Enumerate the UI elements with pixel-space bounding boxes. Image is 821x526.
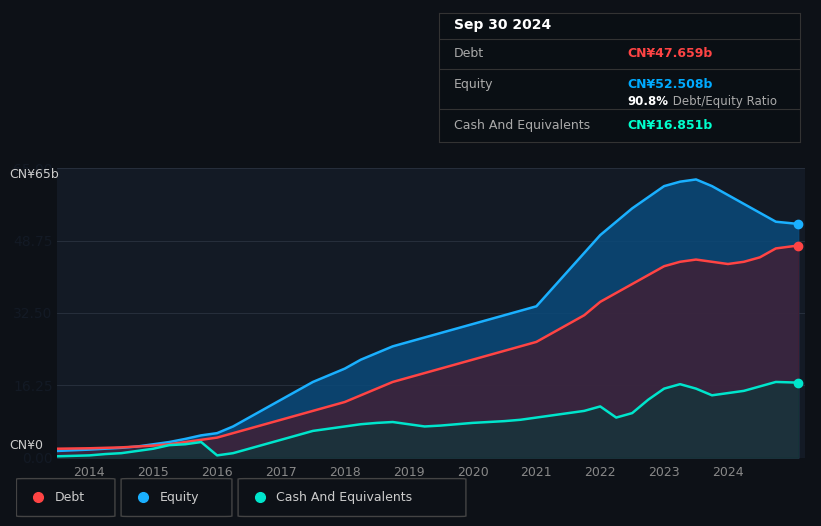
Text: Equity: Equity (454, 77, 493, 90)
Text: Debt/Equity Ratio: Debt/Equity Ratio (668, 95, 777, 108)
Text: CN¥65b: CN¥65b (9, 168, 58, 181)
Text: Cash And Equivalents: Cash And Equivalents (277, 491, 412, 503)
Text: CN¥52.508b: CN¥52.508b (627, 77, 713, 90)
Text: CN¥47.659b: CN¥47.659b (627, 47, 713, 59)
Text: CN¥16.851b: CN¥16.851b (627, 119, 713, 132)
Text: Cash And Equivalents: Cash And Equivalents (454, 119, 589, 132)
Text: 90.8%: 90.8% (627, 95, 668, 108)
Text: Debt: Debt (454, 47, 484, 59)
Text: Equity: Equity (159, 491, 199, 503)
Text: Sep 30 2024: Sep 30 2024 (454, 18, 551, 32)
Text: Debt: Debt (54, 491, 85, 503)
Text: CN¥0: CN¥0 (9, 439, 43, 452)
